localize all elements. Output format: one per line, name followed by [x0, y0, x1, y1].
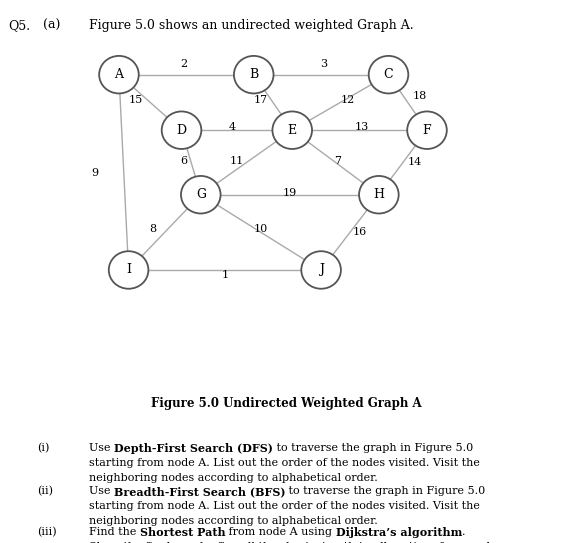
- Text: .: .: [462, 527, 466, 536]
- Circle shape: [407, 111, 447, 149]
- Text: neighboring nodes according to alphabetical order.: neighboring nodes according to alphabeti…: [89, 473, 378, 483]
- Circle shape: [272, 111, 312, 149]
- Text: starting from node A. List out the order of the nodes visited. Visit the: starting from node A. List out the order…: [89, 501, 480, 511]
- Text: 3: 3: [320, 59, 327, 69]
- Text: E: E: [288, 124, 297, 137]
- Text: (ii): (ii): [37, 486, 53, 496]
- Text: Q5.: Q5.: [9, 19, 31, 32]
- Text: (iii): (iii): [37, 527, 57, 537]
- Text: Figure 5.0 shows an undirected weighted Graph A.: Figure 5.0 shows an undirected weighted …: [89, 19, 414, 32]
- Circle shape: [99, 56, 139, 93]
- Text: Dijkstra’s algorithm: Dijkstra’s algorithm: [336, 527, 462, 538]
- Text: 19: 19: [282, 188, 297, 198]
- Text: H: H: [374, 188, 384, 201]
- Text: 1: 1: [221, 270, 229, 280]
- Circle shape: [368, 56, 409, 93]
- Text: Use: Use: [89, 443, 114, 452]
- Text: to traverse the graph in Figure 5.0: to traverse the graph in Figure 5.0: [273, 443, 473, 452]
- Text: 11: 11: [230, 156, 244, 166]
- Circle shape: [359, 176, 399, 213]
- Text: F: F: [423, 124, 431, 137]
- Text: A: A: [115, 68, 123, 81]
- Circle shape: [181, 176, 221, 213]
- Text: 2: 2: [180, 59, 187, 69]
- Text: I: I: [126, 263, 131, 276]
- Text: (i): (i): [37, 443, 50, 453]
- Text: 10: 10: [254, 224, 268, 234]
- Text: (a): (a): [43, 19, 60, 32]
- Text: Use: Use: [89, 486, 114, 496]
- Text: to traverse the graph in Figure 5.0: to traverse the graph in Figure 5.0: [285, 486, 485, 496]
- Text: 16: 16: [352, 228, 367, 237]
- Text: 13: 13: [355, 122, 369, 132]
- Text: 15: 15: [129, 94, 143, 105]
- Text: 4: 4: [229, 122, 236, 132]
- Text: 14: 14: [408, 157, 422, 167]
- Text: B: B: [249, 68, 258, 81]
- Text: 6: 6: [180, 156, 187, 166]
- Text: 17: 17: [254, 94, 268, 105]
- Text: G: G: [196, 188, 206, 201]
- Text: from node A using: from node A using: [225, 527, 336, 536]
- Text: neighboring nodes according to alphabetical order.: neighboring nodes according to alphabeti…: [89, 516, 378, 526]
- Text: starting from node A. List out the order of the nodes visited. Visit the: starting from node A. List out the order…: [89, 458, 480, 468]
- Text: Shortest Path: Shortest Path: [140, 527, 225, 538]
- Text: Find the: Find the: [89, 527, 140, 536]
- Circle shape: [234, 56, 273, 93]
- Circle shape: [162, 111, 201, 149]
- Text: Depth-First Search (DFS): Depth-First Search (DFS): [114, 443, 273, 453]
- Text: Figure 5.0 Undirected Weighted Graph A: Figure 5.0 Undirected Weighted Graph A: [151, 397, 422, 411]
- Text: Breadth-First Search (BFS): Breadth-First Search (BFS): [114, 486, 285, 497]
- Text: Show the final graph after all the shortest path to all vertices from node: Show the final graph after all the short…: [89, 542, 496, 543]
- Text: C: C: [384, 68, 393, 81]
- Text: 7: 7: [335, 156, 342, 166]
- Text: D: D: [176, 124, 187, 137]
- Text: 12: 12: [340, 94, 355, 105]
- Text: 9: 9: [91, 168, 99, 178]
- Text: J: J: [319, 263, 324, 276]
- Text: 8: 8: [149, 224, 156, 234]
- Circle shape: [301, 251, 341, 289]
- Circle shape: [109, 251, 148, 289]
- Text: 18: 18: [413, 91, 427, 101]
